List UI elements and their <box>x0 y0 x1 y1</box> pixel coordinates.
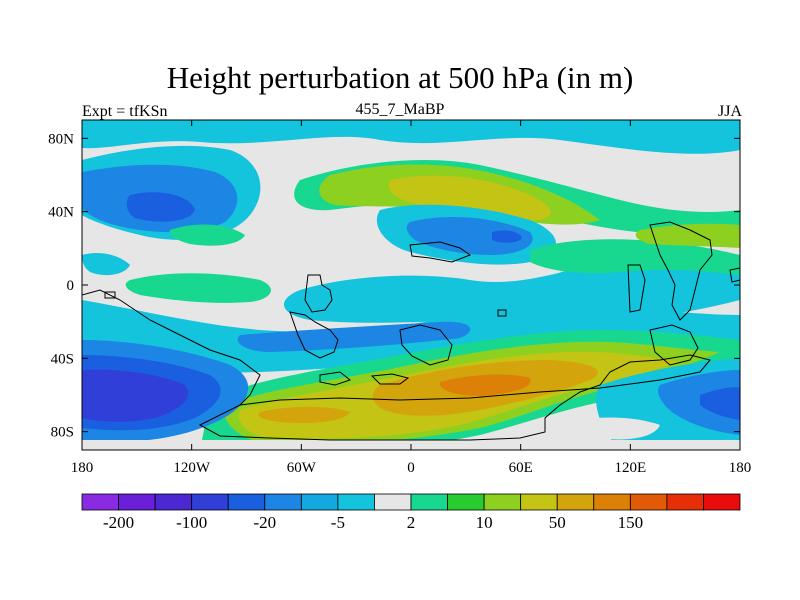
y-tick-label: 80S <box>51 425 74 441</box>
y-tick-label: 80N <box>48 131 74 147</box>
contour-region <box>658 370 740 435</box>
contour-region <box>578 417 660 440</box>
contour-region <box>237 321 471 352</box>
colorbar-label: 150 <box>618 513 644 532</box>
contour-region <box>635 223 740 248</box>
contour-region <box>258 406 350 424</box>
contour-region <box>169 224 245 246</box>
chart-title: Height perturbation at 500 hPa (in m) <box>166 60 634 95</box>
colorbar: -200 -100 -20 -5 2 10 50 150 <box>81 493 741 532</box>
contour-field <box>82 120 740 450</box>
case-label: 455_7_MaBP <box>355 101 445 118</box>
x-tick-label: 120W <box>173 460 211 476</box>
colorbar-label: 50 <box>549 513 566 532</box>
x-tick-label: 180 <box>729 460 752 476</box>
contour-region <box>530 239 740 275</box>
colorbar-swatch <box>629 493 668 511</box>
contour-region <box>388 175 551 221</box>
colorbar-label: 2 <box>407 513 416 532</box>
colorbar-swatch <box>300 493 339 511</box>
colorbar-swatch <box>483 493 522 511</box>
coastlines <box>82 221 740 441</box>
colorbar-swatch <box>191 493 229 511</box>
y-axis: 80N 40N 0 40S 80S <box>48 131 740 441</box>
colorbar-label: -200 <box>103 513 134 532</box>
colorbar-swatch <box>264 493 302 511</box>
colorbar-swatch <box>410 493 448 511</box>
colorbar-label: 10 <box>476 513 493 532</box>
colorbar-swatch <box>666 493 704 511</box>
x-tick-label: 180 <box>71 460 94 476</box>
contour-region <box>492 230 522 243</box>
colorbar-swatch <box>374 493 412 511</box>
colorbar-swatch <box>227 493 266 511</box>
colorbar-swatch <box>520 493 558 511</box>
x-tick-label: 0 <box>407 460 415 476</box>
y-tick-label: 40S <box>51 351 74 367</box>
colorbar-label: -20 <box>253 513 276 532</box>
y-tick-label: 40N <box>48 205 74 221</box>
contour-region <box>82 369 189 422</box>
colorbar-swatch <box>593 493 631 511</box>
y-tick-label: 0 <box>67 278 75 294</box>
contour-region <box>406 217 533 255</box>
colorbar-swatch <box>703 493 741 511</box>
season-label: JJA <box>717 103 742 120</box>
experiment-label: Expt = tfKSn <box>82 103 168 120</box>
colorbar-swatch <box>154 493 193 511</box>
colorbar-swatch <box>337 493 375 511</box>
colorbar-swatch <box>556 493 595 511</box>
x-axis: 180 120W 60W 0 60E 120E 180 <box>71 120 752 476</box>
colorbar-label: -100 <box>176 513 207 532</box>
x-tick-label: 60E <box>509 460 533 476</box>
contour-region <box>82 253 130 276</box>
contour-region <box>126 192 195 222</box>
colorbar-swatch <box>81 493 119 511</box>
x-tick-label: 60W <box>287 460 317 476</box>
contour-region <box>82 120 740 154</box>
colorbar-swatch <box>447 493 485 511</box>
colorbar-label: -5 <box>331 513 345 532</box>
contour-region <box>700 387 740 420</box>
contour-region <box>125 273 271 303</box>
colorbar-swatch <box>118 493 156 511</box>
x-tick-label: 120E <box>614 460 646 476</box>
contour-region <box>439 374 531 396</box>
